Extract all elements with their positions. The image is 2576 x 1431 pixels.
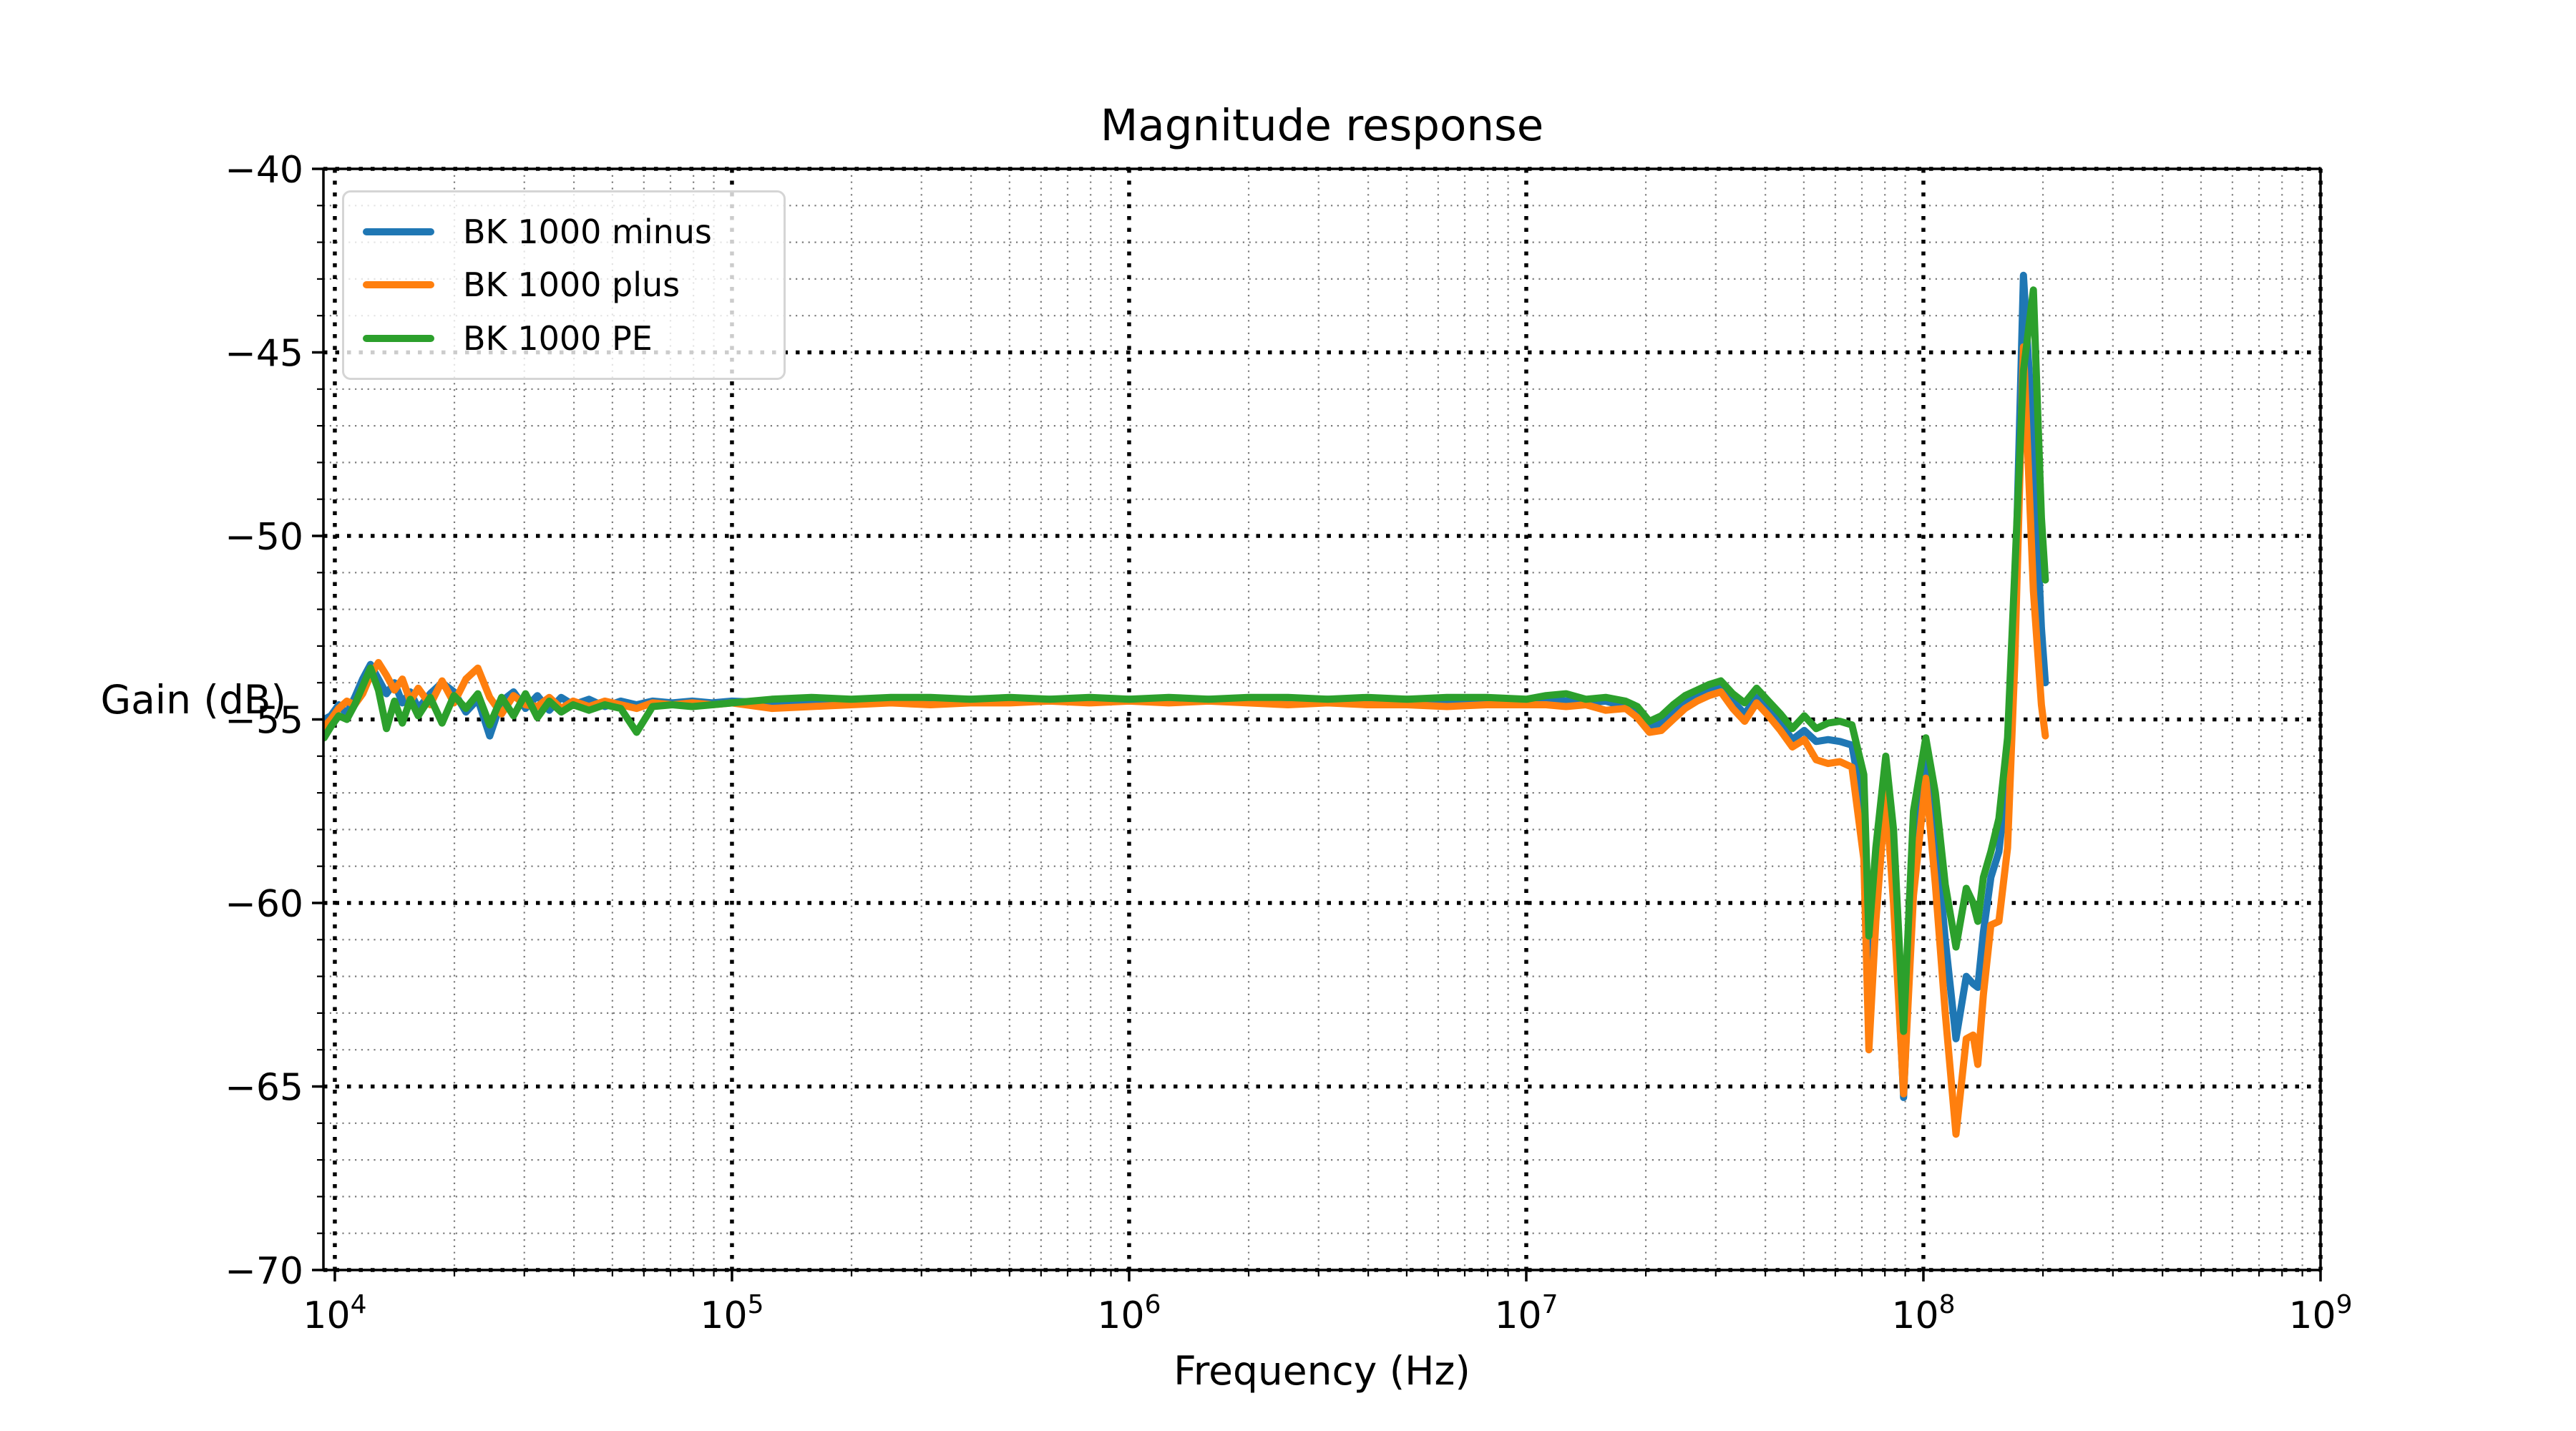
legend-label: BK 1000 minus — [463, 212, 712, 251]
legend-item-bk-1000-plus: BK 1000 plus — [363, 267, 776, 303]
x-tick-label-1e9: 109 — [2288, 1290, 2352, 1337]
series-line-bk-1000-plus — [323, 343, 2049, 1138]
y-tick-label--65: −65 — [225, 1067, 303, 1110]
y-tick-label--55: −55 — [225, 700, 303, 743]
legend-line-swatch-green — [363, 334, 434, 342]
series-line-bk-1000-minus — [323, 271, 2049, 1101]
x-tick-label-1e5: 105 — [700, 1290, 763, 1337]
x-tick-label-1e7: 107 — [1494, 1290, 1558, 1337]
legend-item-bk-1000-minus: BK 1000 minus — [363, 214, 776, 250]
y-axis-label: Gain (dB) — [100, 677, 286, 723]
x-tick-label-1e4: 104 — [303, 1290, 366, 1337]
x-tick-label-1e8: 108 — [1891, 1290, 1955, 1337]
x-tick-label-1e6: 106 — [1097, 1290, 1161, 1337]
legend-box: BK 1000 minus BK 1000 plus BK 1000 PE — [342, 190, 786, 380]
legend-label: BK 1000 plus — [463, 265, 680, 305]
tick-marks — [312, 167, 2322, 1281]
y-tick-label--45: −45 — [225, 333, 303, 376]
data-series — [323, 271, 2049, 1138]
x-axis-label: Frequency (Hz) — [1174, 1348, 1470, 1394]
chart-title: Magnitude response — [1100, 100, 1544, 151]
y-tick-label--70: −70 — [225, 1250, 303, 1293]
series-line-bk-1000-pe — [323, 286, 2049, 1035]
legend-item-bk-1000-pe: BK 1000 PE — [363, 318, 776, 358]
legend-line-swatch-orange — [363, 281, 434, 289]
y-tick-label--40: −40 — [225, 149, 303, 192]
y-tick-label--50: −50 — [225, 516, 303, 559]
x-tick-labels: 104 105 106 107 108 109 — [303, 1290, 2352, 1337]
y-tick-labels: −70 −65 −60 −55 −50 −45 −40 — [225, 149, 303, 1293]
legend-label: BK 1000 PE — [463, 318, 653, 358]
y-tick-label--60: −60 — [225, 883, 303, 926]
legend-line-swatch-blue — [363, 228, 434, 236]
